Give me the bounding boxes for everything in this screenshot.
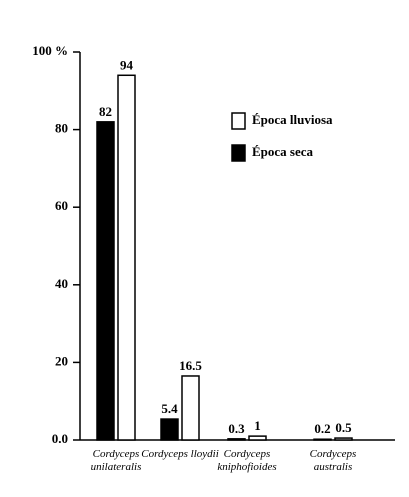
y-tick-label: 80 [55, 121, 68, 136]
data-label: 94 [120, 57, 134, 72]
x-tick-label: Cordyceps unilateralis [90, 448, 142, 473]
data-label: 5.4 [161, 401, 178, 416]
legend-swatch [231, 112, 246, 130]
y-tick-label: 100 % [32, 43, 68, 58]
bar [96, 121, 115, 441]
data-label: 0.2 [314, 421, 330, 436]
y-tick-label: 60 [55, 198, 68, 213]
data-label: 1 [254, 418, 261, 433]
legend-swatch [231, 144, 246, 162]
y-tick-label: 20 [55, 353, 68, 368]
x-tick-label: Cordyceps australis [309, 448, 357, 473]
legend-label: Época seca [252, 144, 314, 159]
x-tick-label: Cordyceps lloydii [141, 448, 219, 460]
data-label: 82 [99, 104, 112, 119]
x-tick-label: Cordyceps kniphofioides [217, 448, 277, 473]
data-label: 16.5 [179, 358, 202, 373]
bar [181, 375, 200, 441]
y-tick-label: 0.0 [52, 431, 68, 446]
bar [160, 418, 179, 441]
bar [248, 435, 267, 441]
data-label: 0.5 [335, 420, 352, 435]
bar [117, 74, 136, 441]
bar [334, 437, 353, 441]
legend-label: Época lluviosa [252, 112, 333, 127]
bar [227, 438, 246, 441]
y-tick-label: 40 [55, 276, 68, 291]
data-label: 0.3 [228, 421, 245, 436]
bar [313, 438, 332, 441]
